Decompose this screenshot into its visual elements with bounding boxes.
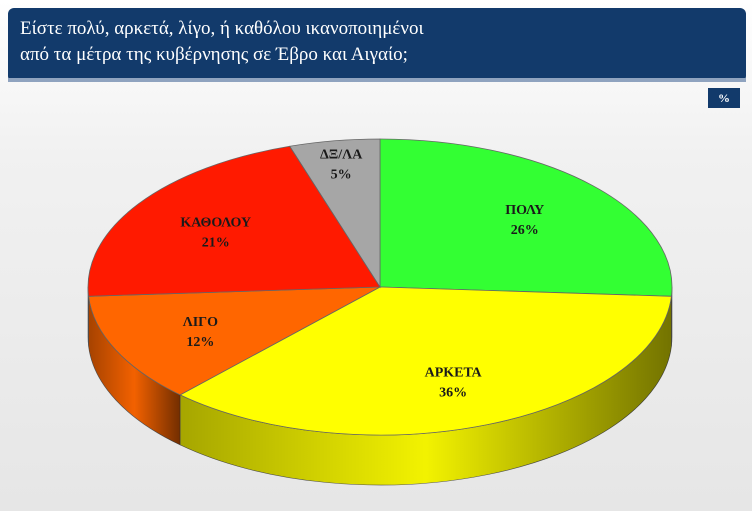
- slice-label: ΚΑΘΟΛΟΥ: [180, 215, 251, 230]
- value-label: 21%: [202, 235, 230, 250]
- slice-label: ΑΡΚΕΤΑ: [425, 366, 483, 381]
- chart-title-line: Είστε πολύ, αρκετά, λίγο, ή καθόλου ικαν…: [20, 18, 424, 39]
- value-label: 12%: [186, 335, 214, 350]
- unit-label: %: [718, 91, 730, 105]
- slice: [87, 145, 381, 297]
- chart-title-line: από τα μέτρα της κυβέρνησης σε Έβρο και …: [20, 44, 408, 65]
- slice: [88, 286, 381, 396]
- unit-box: [708, 88, 740, 108]
- slice: [379, 138, 673, 297]
- pie: ΠΟΛΥ 26% ΑΡΚΕΤΑ 36% ΛΙΓΟ 12% ΚΑΘΟΛΟΥ 21% ΔΞ/ΛΑ 5%: [87, 138, 673, 486]
- value-label: 36%: [439, 386, 467, 401]
- slice-label: ΔΞ/ΛΑ: [320, 148, 363, 163]
- slice-side-shade: [88, 296, 181, 445]
- title-banner: [8, 8, 746, 82]
- title-underline: [8, 78, 746, 82]
- slice: [179, 286, 672, 436]
- slice-side-shade: [88, 287, 89, 347]
- slice-label: ΛΙΓΟ: [183, 315, 218, 330]
- value-label: 26%: [511, 223, 539, 238]
- value-label: 5%: [331, 168, 352, 183]
- slice-side-shade: [180, 296, 672, 486]
- slice-label: ΠΟΛΥ: [505, 203, 544, 218]
- slice: [289, 138, 381, 289]
